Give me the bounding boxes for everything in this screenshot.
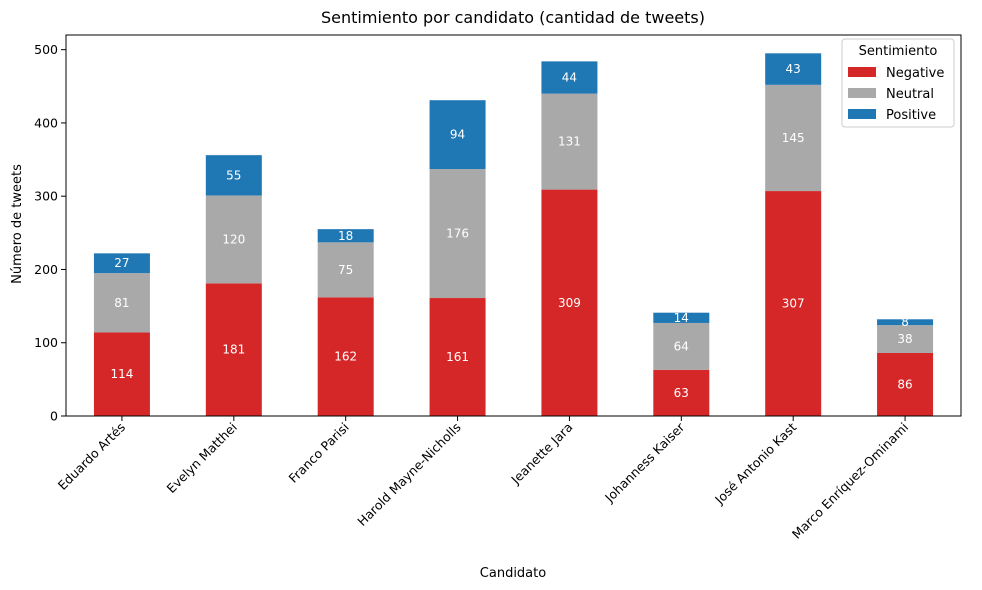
bar-value-label: 38	[897, 332, 912, 346]
bar-negative-5	[653, 369, 710, 416]
bar-value-label: 131	[558, 135, 581, 149]
bar-value-label: 86	[897, 377, 912, 391]
x-tick-label: Jeanette Jara	[507, 420, 575, 488]
bar-value-label: 64	[674, 339, 689, 353]
legend-swatch-neutral	[848, 88, 876, 98]
bar-value-label: 161	[446, 350, 469, 364]
y-tick-label: 500	[34, 42, 58, 57]
bar-neutral-6	[765, 84, 822, 192]
legend-label-neutral: Neutral	[886, 87, 934, 102]
bar-value-label: 63	[674, 386, 689, 400]
legend: Sentimiento Negative Neutral Positive	[841, 38, 955, 128]
y-axis: 0 100 200 300 400 500	[34, 42, 66, 424]
bar-value-label: 94	[450, 128, 465, 142]
bar-positive-1	[205, 155, 262, 196]
x-tick-label: José Antonio Kast	[711, 419, 799, 507]
bar-negative-3	[429, 298, 486, 416]
bar-value-label: 307	[782, 297, 805, 311]
legend-swatch-positive	[848, 109, 876, 119]
bar-value-label: 181	[222, 343, 245, 357]
bar-positive-3	[429, 100, 486, 170]
legend-title: Sentimiento	[859, 44, 938, 59]
bar-value-label: 55	[226, 168, 241, 182]
bar-value-label: 44	[562, 70, 577, 84]
bar-value-label: 27	[114, 256, 129, 270]
x-tick-label: Harold Mayne-Nicholls	[354, 420, 463, 529]
legend-swatch-negative	[848, 67, 876, 77]
bar-neutral-4	[541, 93, 598, 190]
y-tick-label: 200	[34, 262, 58, 277]
bar-negative-1	[205, 283, 262, 416]
chart-title: Sentimiento por candidato (cantidad de t…	[321, 8, 705, 27]
bar-negative-0	[93, 332, 150, 416]
y-tick-label: 300	[34, 189, 58, 204]
y-tick-label: 100	[34, 335, 58, 350]
y-tick-label: 400	[34, 115, 58, 130]
bar-neutral-5	[653, 322, 710, 370]
bar-value-label: 162	[334, 350, 357, 364]
x-tick-label: Johanness Kaiser	[601, 419, 688, 506]
bar-neutral-2	[317, 242, 374, 298]
bar-positive-2	[317, 229, 374, 243]
x-tick-label: Evelyn Matthei	[164, 420, 240, 496]
y-axis-label: Número de tweets	[10, 164, 25, 284]
bar-neutral-7	[877, 325, 934, 353]
bar-value-label: 43	[786, 62, 801, 76]
bar-neutral-0	[93, 273, 150, 333]
bar-positive-5	[653, 312, 710, 323]
x-tick-label: Eduardo Artés	[55, 420, 128, 493]
bar-value-label: 81	[114, 296, 129, 310]
bar-value-label: 120	[222, 232, 245, 246]
bar-positive-0	[93, 253, 150, 274]
bar-neutral-1	[205, 195, 262, 284]
bar-value-label: 145	[782, 131, 805, 145]
x-tick-label: Franco Parisi	[286, 420, 352, 486]
y-tick-label: 0	[50, 409, 58, 424]
legend-label-negative: Negative	[886, 66, 944, 81]
bar-negative-7	[877, 352, 934, 416]
bar-value-label: 18	[338, 229, 353, 243]
bar-positive-4	[541, 61, 598, 94]
legend-box	[841, 38, 955, 128]
bar-value-label: 8	[901, 315, 909, 329]
plot-frame	[65, 34, 962, 417]
bar-value-label: 75	[338, 263, 353, 277]
x-tick-label: Marco Enríquez-Ominami	[789, 420, 911, 542]
bar-positive-6	[765, 53, 822, 85]
bar-value-label: 14	[674, 311, 689, 325]
legend-label-positive: Positive	[886, 108, 936, 123]
bar-positive-7	[877, 319, 934, 326]
plot-area: 114 81 27 181 120 55 162 75 18 161 176 94 309 131 44 63…	[65, 34, 962, 417]
bar-value-label: 114	[110, 367, 133, 381]
bar-negative-6	[765, 191, 822, 416]
x-axis: Eduardo Artés Evelyn Matthei Franco Parisi…	[55, 416, 911, 542]
bar-neutral-3	[429, 169, 486, 299]
bar-negative-4	[541, 189, 598, 416]
bar-negative-2	[317, 297, 374, 416]
bar-value-label: 309	[558, 296, 581, 310]
x-axis-label: Candidato	[480, 566, 546, 581]
bar-value-label: 176	[446, 227, 469, 241]
